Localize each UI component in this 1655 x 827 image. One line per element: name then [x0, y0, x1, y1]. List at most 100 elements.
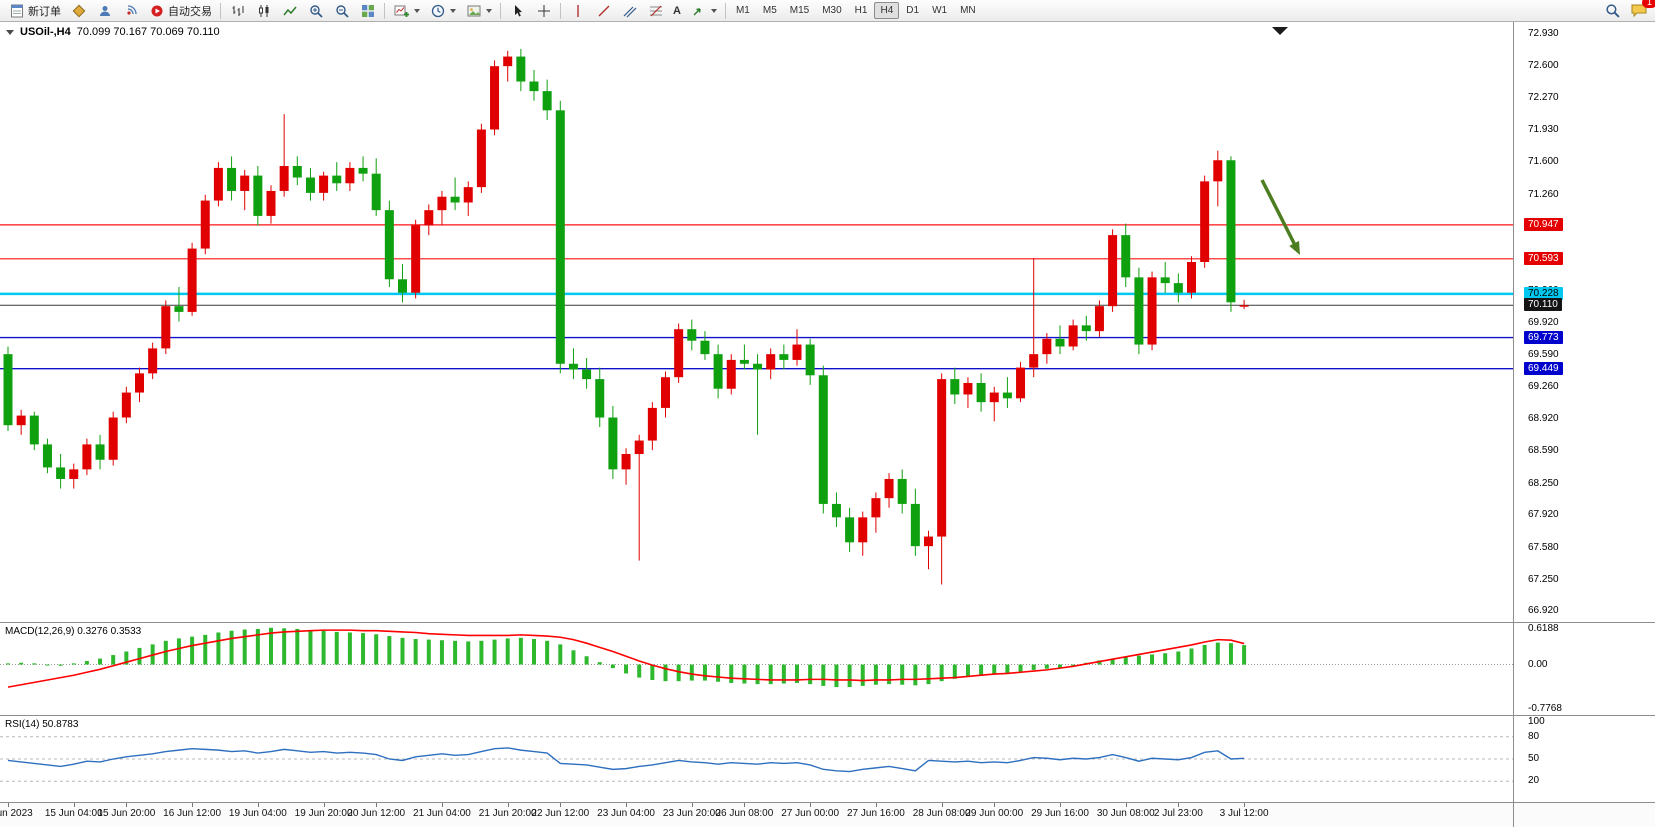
zoom-out-button[interactable]	[329, 1, 354, 20]
candle-body	[266, 190, 276, 216]
time-label: 15 Jun 20:00	[97, 808, 156, 819]
bar-chart-button[interactable]	[225, 1, 250, 20]
vertical-line-tool-button[interactable]	[565, 1, 590, 20]
zoom-in-button[interactable]	[303, 1, 328, 20]
template-icon	[465, 2, 482, 19]
period-button[interactable]	[425, 1, 460, 20]
rsi-axis[interactable]: 100 80 50 20	[1513, 716, 1655, 802]
rsi-chart[interactable]	[0, 716, 1513, 802]
timeframe-button-H1[interactable]: H1	[854, 5, 868, 16]
timeframe-button-M5[interactable]: M5	[762, 5, 777, 16]
time-tick	[1125, 803, 1127, 807]
price-tick: 71.930	[1528, 124, 1559, 136]
chart-shift-marker-icon[interactable]	[1272, 27, 1288, 35]
macd-chart[interactable]	[0, 623, 1513, 715]
chat-button[interactable]: 1	[1626, 0, 1655, 20]
price-badge-69.449: 69.449	[1524, 361, 1563, 375]
timeframe-button-MN[interactable]: MN	[960, 5, 976, 16]
autotrading-button[interactable]: 自动交易	[144, 1, 216, 20]
macd-axis[interactable]: 0.6188 0.00 -0.7768	[1513, 623, 1655, 715]
candle-body	[805, 344, 815, 376]
macd-bar	[545, 640, 550, 665]
price-tick: 67.920	[1528, 509, 1559, 521]
macd-bar	[216, 632, 221, 665]
new-order-button[interactable]: 新订单	[4, 1, 65, 20]
timeframe-button-M1[interactable]: M1	[735, 5, 750, 16]
time-label: 20 Jun 12:00	[347, 808, 406, 819]
timeframe-button-W1[interactable]: W1	[932, 5, 948, 16]
line-chart-icon	[281, 2, 298, 19]
channel-tool-button[interactable]	[617, 1, 642, 20]
macd-bar	[584, 656, 589, 665]
macd-bar	[163, 640, 168, 665]
market-watch-button[interactable]	[66, 1, 91, 20]
search-button[interactable]	[1600, 1, 1625, 20]
candle-body	[661, 377, 670, 408]
macd-bar	[71, 663, 76, 665]
templates-button[interactable]	[461, 1, 496, 20]
main-chart[interactable]	[0, 22, 1513, 622]
price-badge-70.593: 70.593	[1524, 251, 1563, 265]
macd-bar	[952, 664, 957, 679]
macd-bar	[1176, 651, 1181, 665]
macd-bar	[663, 664, 668, 682]
macd-bar	[702, 664, 707, 681]
timeframe-button-M30[interactable]: M30	[822, 5, 842, 16]
timeframe-button-M15[interactable]: M15	[789, 5, 810, 16]
signals-icon	[122, 2, 139, 19]
candlestick-chart-button[interactable]	[251, 1, 276, 20]
main-chart-row: USOil-,H4 70.099 70.167 70.069 70.110 72…	[0, 22, 1655, 622]
timeframe-button-H4[interactable]: H4	[874, 2, 900, 19]
candle-body	[924, 536, 933, 547]
time-label: 27 Jun 00:00	[781, 808, 840, 819]
macd-bar	[400, 637, 405, 665]
signals-button[interactable]	[118, 1, 143, 20]
navigator-icon	[96, 2, 113, 19]
text-tool-button[interactable]: A	[669, 4, 685, 18]
toolbar-separator	[560, 2, 561, 19]
cursor-tool-button[interactable]	[505, 1, 530, 20]
price-axis[interactable]: 72.930 72.600 72.270 71.930 71.600 71.260 70.9…	[1513, 22, 1655, 622]
candle-body	[69, 469, 79, 479]
candle-body	[1147, 277, 1157, 345]
macd-bar	[32, 663, 37, 665]
chart-title: USOil-,H4 70.099 70.167 70.069 70.110	[6, 26, 220, 38]
candle-body	[726, 359, 736, 389]
notification-badge: 1	[1642, 0, 1655, 8]
price-tick: 72.270	[1528, 91, 1559, 103]
macd-bar	[834, 664, 839, 688]
new-chart-button[interactable]	[389, 1, 424, 20]
candle-body	[739, 359, 749, 364]
tile-windows-button[interactable]	[355, 1, 380, 20]
arrows-tool-button[interactable]	[686, 1, 721, 20]
crosshair-tool-button[interactable]	[531, 1, 556, 20]
one-click-trading-icon[interactable]	[6, 29, 14, 35]
macd-bar	[58, 664, 63, 666]
time-label: 27 Jun 16:00	[846, 808, 905, 819]
macd-bar	[505, 638, 510, 665]
time-tick	[507, 803, 509, 807]
macd-bar	[1071, 664, 1076, 666]
rsi-axis-tick: 50	[1528, 753, 1540, 764]
trend-arrow[interactable]	[1260, 179, 1298, 249]
macd-bar	[308, 630, 313, 665]
line-chart-button[interactable]	[277, 1, 302, 20]
timeframe-button-D1[interactable]: D1	[906, 5, 920, 16]
fibonacci-tool-button[interactable]	[643, 1, 668, 20]
candle-body	[253, 175, 263, 216]
macd-bar	[413, 639, 418, 665]
toolbar-separator	[500, 2, 501, 19]
macd-axis-tick: 0.6188	[1528, 623, 1559, 634]
candle-body	[674, 329, 684, 378]
candle-body	[871, 498, 881, 518]
candle-body	[634, 440, 644, 454]
candle-body	[1121, 235, 1131, 278]
macd-bar	[676, 664, 681, 682]
macd-bar	[742, 664, 747, 684]
navigator-button[interactable]	[92, 1, 117, 20]
macd-bar	[1163, 653, 1168, 665]
time-label: 28 Jun 08:00	[912, 808, 971, 819]
trendline-tool-button[interactable]	[591, 1, 616, 20]
